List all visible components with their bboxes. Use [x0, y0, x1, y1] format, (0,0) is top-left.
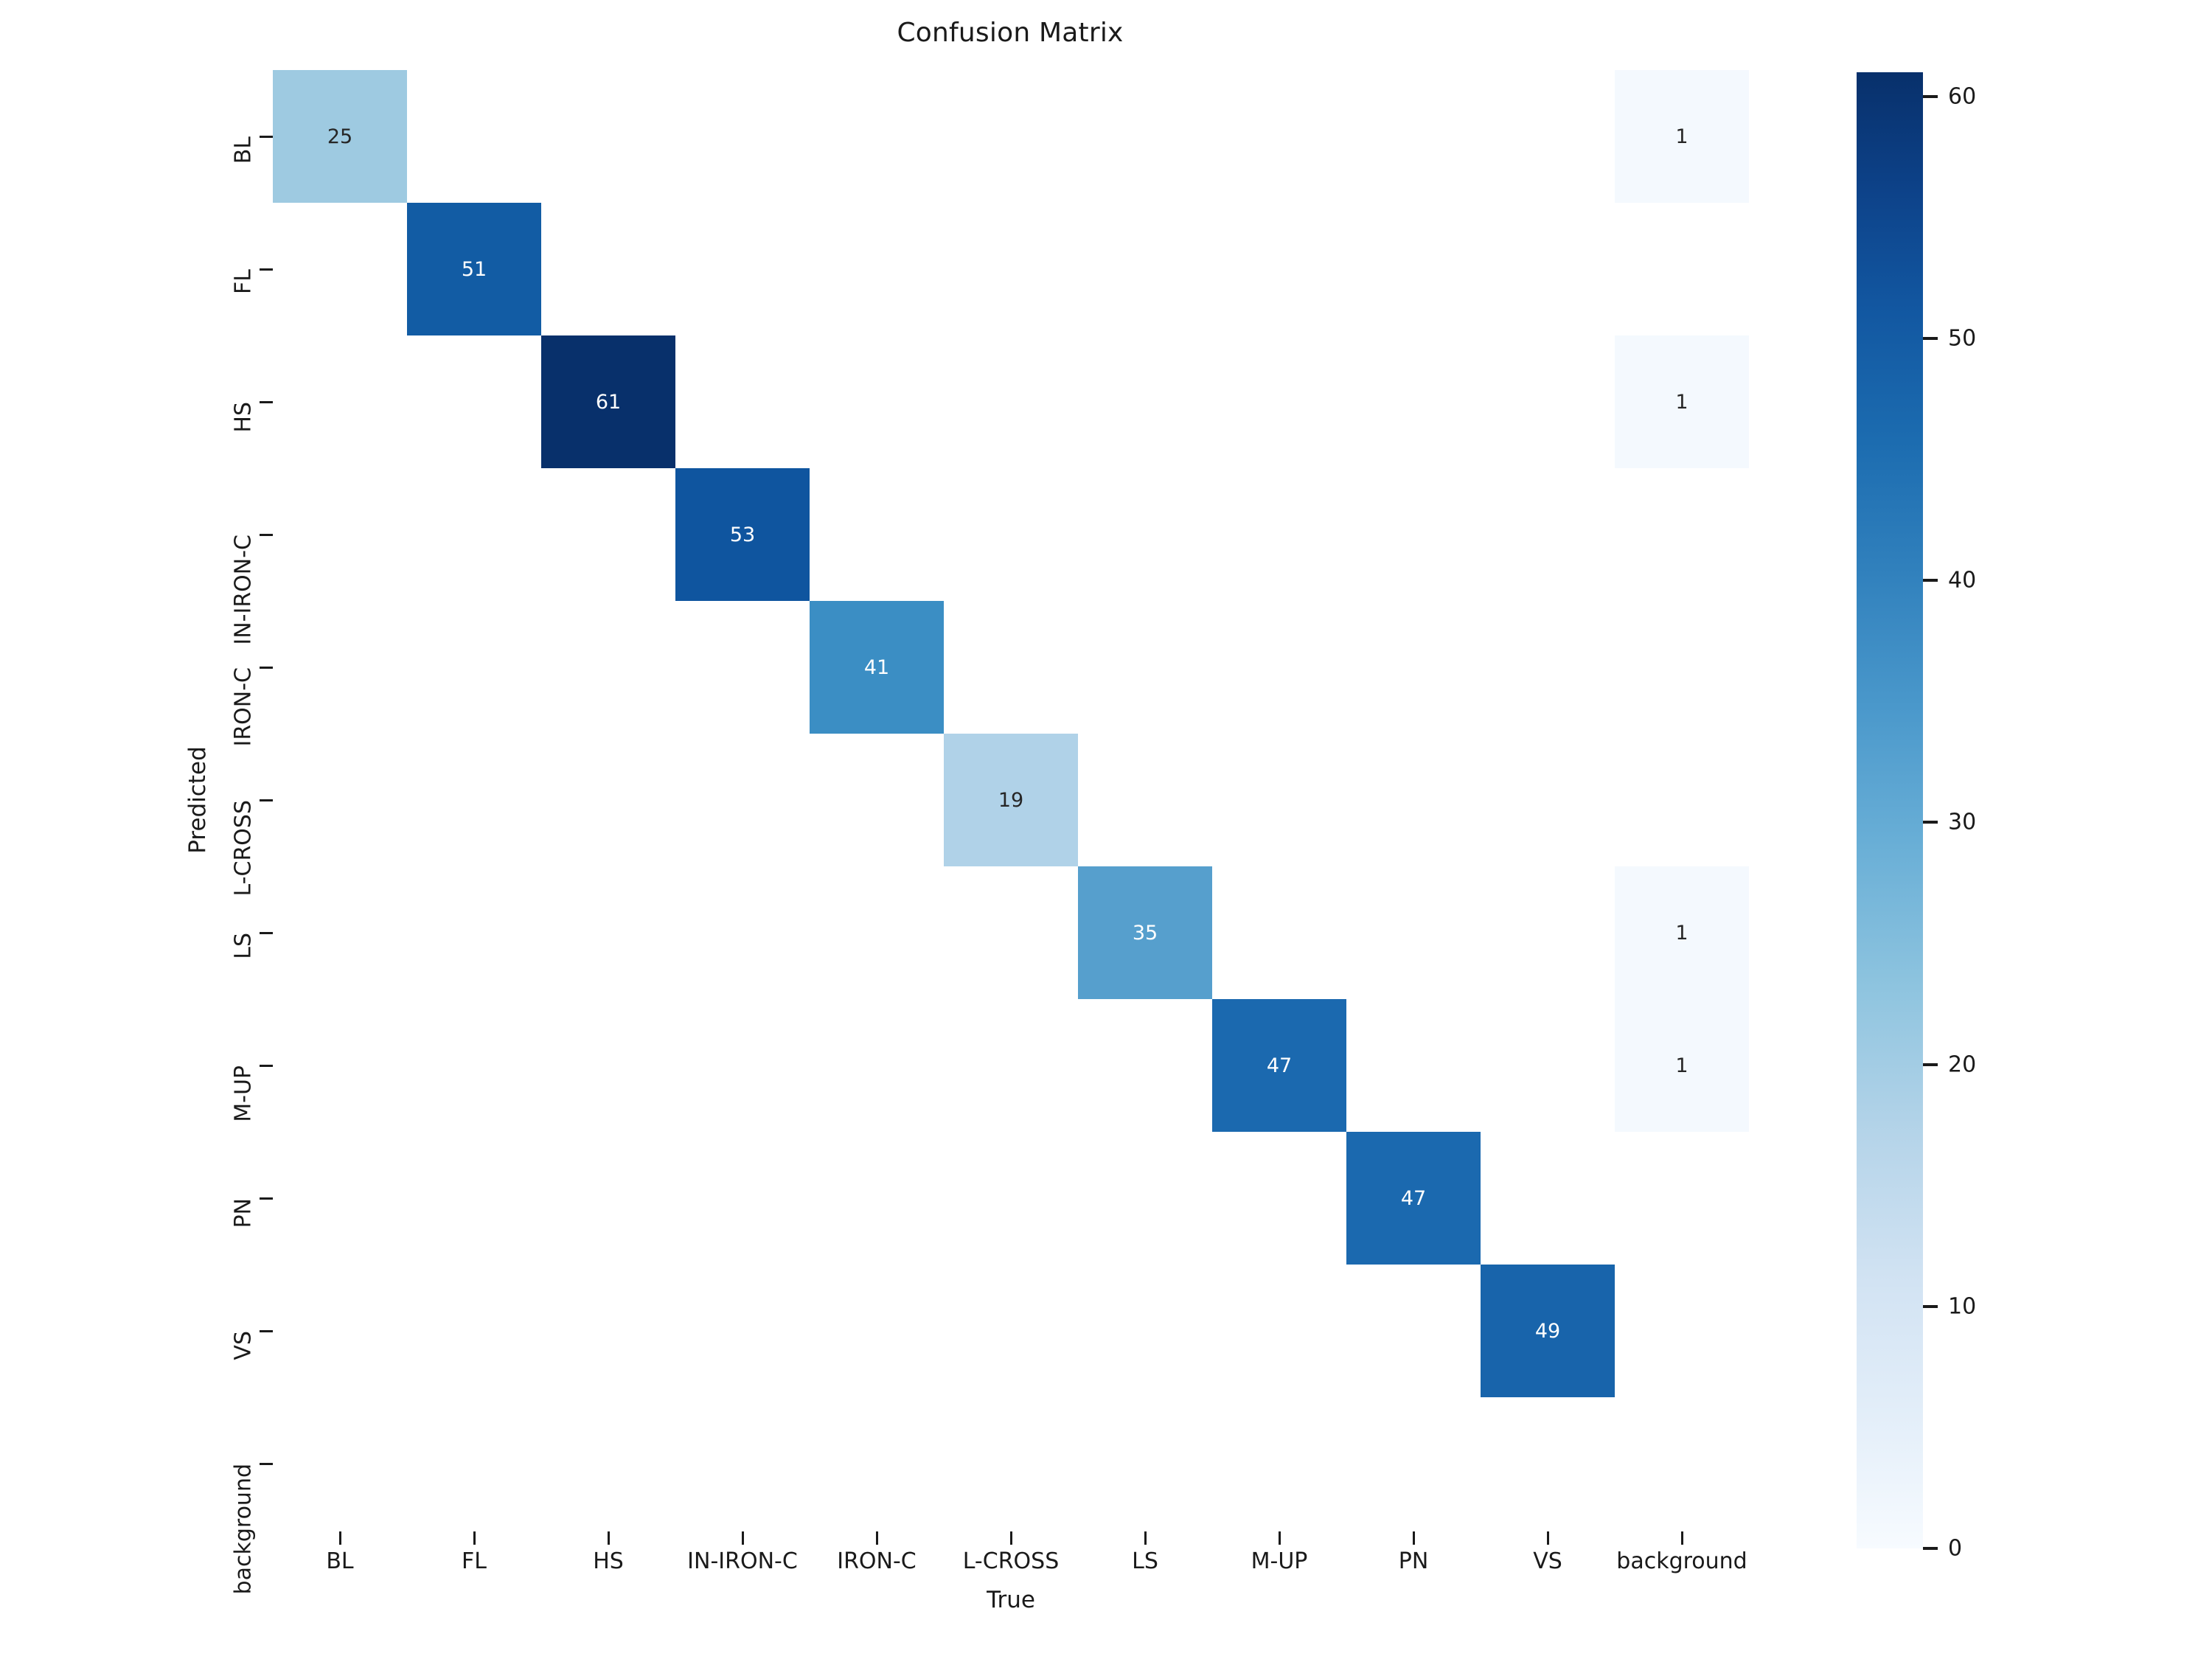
- heatmap-cell: 25: [273, 70, 407, 203]
- heatmap-cell: 47: [1346, 1132, 1481, 1265]
- heatmap-cell-value: 1: [1675, 1054, 1688, 1077]
- y-axis-tick-label-m-up: M-UP: [230, 1065, 257, 1122]
- y-axis-tick-label-pn: PN: [230, 1198, 257, 1228]
- heatmap-cell: 51: [407, 203, 541, 335]
- colorbar-tick-label-20: 20: [1948, 1051, 1977, 1078]
- x-axis-tick-label-background: background: [1616, 1548, 1747, 1574]
- x-axis-tick-label-hs: HS: [593, 1548, 624, 1574]
- y-axis-tick-label-l-cross: L-CROSS: [230, 800, 257, 897]
- y-axis-title: Predicted: [184, 746, 211, 854]
- y-axis-tick-mark: [260, 1462, 273, 1465]
- y-axis-tick-mark: [260, 533, 273, 536]
- y-axis-tick-mark: [260, 135, 273, 138]
- x-axis-tick-label-iron-c: IRON-C: [837, 1548, 917, 1574]
- heatmap-cell: 1: [1615, 70, 1749, 203]
- x-axis-tick-label-pn: PN: [1398, 1548, 1429, 1574]
- x-axis-tick-mark: [338, 1531, 341, 1545]
- heatmap-cell-value: 61: [595, 390, 622, 414]
- x-axis-tick-label-in-iron-c: IN-IRON-C: [687, 1548, 798, 1574]
- x-axis-tick-label-vs: VS: [1533, 1548, 1562, 1574]
- x-axis-tick-label-fl: FL: [462, 1548, 487, 1574]
- y-axis-tick-label-background: background: [230, 1464, 257, 1595]
- x-axis-tick-label-ls: LS: [1132, 1548, 1158, 1574]
- colorbar-gradient: [1857, 72, 1923, 1548]
- colorbar: 0 10 20 30 40 50 60: [1857, 72, 1976, 1562]
- colorbar-tick-label-0: 0: [1948, 1535, 1963, 1562]
- heatmap-cell-value: 1: [1675, 390, 1688, 414]
- colorbar-tick-label-40: 40: [1948, 567, 1977, 594]
- colorbar-tick-mark: [1923, 94, 1938, 98]
- heatmap-cell-value: 35: [1132, 921, 1158, 945]
- colorbar-tick-label-60: 60: [1948, 83, 1977, 110]
- y-axis-tick-label-in-iron-c: IN-IRON-C: [230, 535, 257, 645]
- colorbar-tick-mark: [1923, 821, 1938, 824]
- x-axis-title: True: [987, 1587, 1035, 1613]
- heatmap-cell: 41: [810, 601, 944, 734]
- colorbar-tick-mark: [1923, 579, 1938, 582]
- x-axis-tick-mark: [1009, 1531, 1012, 1545]
- heatmap-cell: 1: [1615, 335, 1749, 468]
- x-axis-tick-mark: [473, 1531, 476, 1545]
- heatmap-cell: 61: [541, 335, 675, 468]
- heatmap-cell-value: 51: [461, 257, 487, 281]
- y-axis-tick-label-fl: FL: [230, 269, 257, 294]
- y-axis-tick-mark: [260, 666, 273, 669]
- x-axis-tick-mark: [607, 1531, 610, 1545]
- x-axis-tick-label-l-cross: L-CROSS: [962, 1548, 1060, 1574]
- heatmap-cell-value: 47: [1400, 1186, 1427, 1210]
- heatmap-cell: 35: [1078, 866, 1212, 999]
- colorbar-tick-mark: [1923, 1062, 1938, 1066]
- heatmap-cell: 1: [1615, 866, 1749, 999]
- heatmap-cell-value: 19: [998, 788, 1024, 812]
- heatmap-cell-value: 41: [863, 655, 890, 679]
- heatmap-plot-area: 25 1 51 61 1 53 41 19 35 1 47 1 47 49: [273, 70, 1749, 1530]
- heatmap-cell-value: 47: [1266, 1054, 1293, 1077]
- y-axis-tick-label-vs: VS: [230, 1331, 257, 1360]
- heatmap-cell-value: 53: [729, 523, 756, 546]
- y-axis-tick-label-bl: BL: [230, 136, 257, 164]
- x-axis-tick-mark: [1412, 1531, 1415, 1545]
- x-axis-tick-label-bl: BL: [326, 1548, 354, 1574]
- x-axis-tick-mark: [1144, 1531, 1147, 1545]
- heatmap-cell: 47: [1212, 999, 1346, 1132]
- colorbar-tick-mark: [1923, 1547, 1938, 1550]
- colorbar-tick-label-10: 10: [1948, 1293, 1977, 1320]
- x-axis-tick-mark: [1680, 1531, 1683, 1545]
- heatmap-cell: 19: [944, 734, 1078, 866]
- y-axis-tick-mark: [260, 799, 273, 801]
- heatmap-cell: 53: [675, 468, 810, 601]
- colorbar-tick-label-50: 50: [1948, 325, 1977, 352]
- y-axis-tick-mark: [260, 931, 273, 934]
- y-axis-tick-mark: [260, 1197, 273, 1200]
- heatmap-cell-value: 49: [1534, 1319, 1561, 1343]
- y-axis-tick-label-iron-c: IRON-C: [230, 667, 257, 747]
- colorbar-tick-mark: [1923, 1304, 1938, 1308]
- page-title: Confusion Matrix: [897, 18, 1124, 48]
- y-axis-tick-mark: [260, 268, 273, 271]
- heatmap-cell: 1: [1615, 999, 1749, 1132]
- y-axis-tick-label-ls: LS: [230, 933, 257, 959]
- y-axis-tick-label-hs: HS: [230, 402, 257, 433]
- colorbar-tick-mark: [1923, 337, 1938, 341]
- x-axis-tick-mark: [741, 1531, 744, 1545]
- heatmap-cell-value: 1: [1675, 921, 1688, 945]
- x-axis-tick-mark: [1278, 1531, 1281, 1545]
- y-axis-tick-mark: [260, 400, 273, 403]
- y-axis-tick-mark: [260, 1329, 273, 1332]
- x-axis-tick-label-m-up: M-UP: [1251, 1548, 1308, 1574]
- x-axis-tick-mark: [1546, 1531, 1549, 1545]
- heatmap-cell: 49: [1481, 1265, 1615, 1397]
- heatmap-cell-value: 25: [327, 125, 353, 148]
- heatmap-cell-value: 1: [1675, 125, 1688, 148]
- colorbar-tick-label-30: 30: [1948, 809, 1977, 835]
- x-axis-tick-mark: [875, 1531, 878, 1545]
- y-axis-tick-mark: [260, 1064, 273, 1067]
